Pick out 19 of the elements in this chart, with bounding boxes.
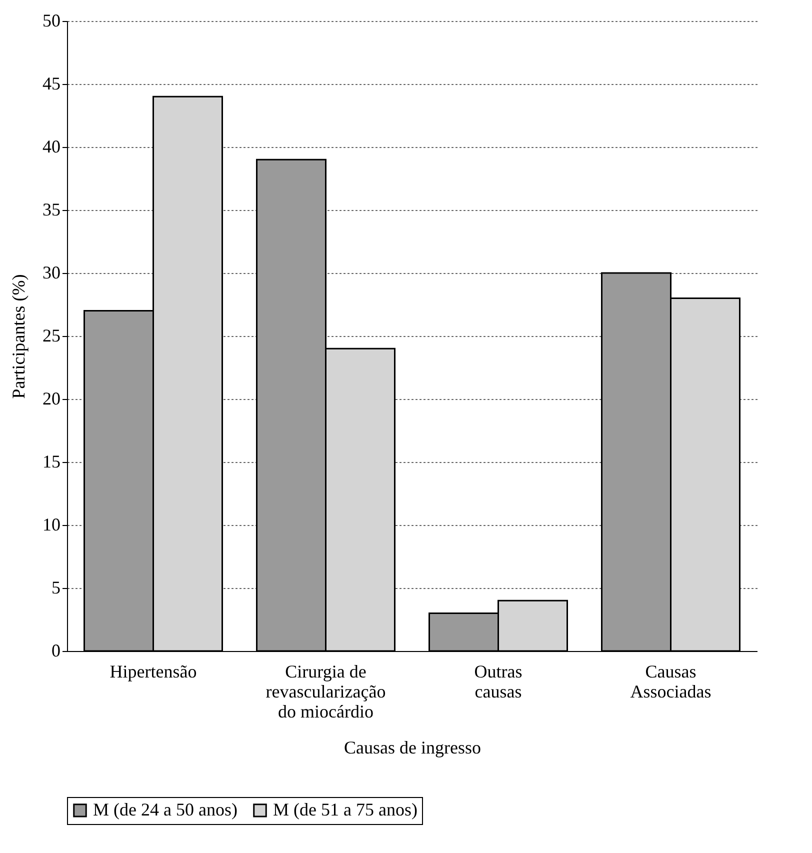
y-tick-label: 40 bbox=[42, 136, 60, 156]
x-tick-label: Outras causas bbox=[474, 662, 522, 702]
x-tick-label: Causas Associadas bbox=[630, 662, 712, 702]
y-tick-label: 50 bbox=[42, 10, 60, 30]
y-tick-label: 45 bbox=[42, 74, 60, 94]
y-tick-label: 35 bbox=[42, 200, 60, 220]
x-axis-title: Causas de ingresso bbox=[344, 738, 481, 758]
legend-label: M (de 24 a 50 anos) bbox=[93, 799, 238, 820]
y-tick-label: 10 bbox=[42, 514, 60, 534]
x-tick-label: Hipertensão bbox=[110, 662, 197, 682]
x-tick-label: Cirurgia de revascularização do miocárdio bbox=[266, 662, 386, 722]
legend-label: M (de 51 a 75 anos) bbox=[273, 799, 418, 820]
y-tick-label: 0 bbox=[52, 640, 60, 660]
y-tick-label: 15 bbox=[42, 452, 60, 472]
y-tick-label: 30 bbox=[42, 262, 60, 282]
y-tick-label: 25 bbox=[42, 326, 60, 346]
y-tick-label: 20 bbox=[42, 388, 60, 408]
y-axis-title: Participantes (%) bbox=[8, 274, 28, 399]
y-tick-label: 5 bbox=[52, 578, 60, 598]
